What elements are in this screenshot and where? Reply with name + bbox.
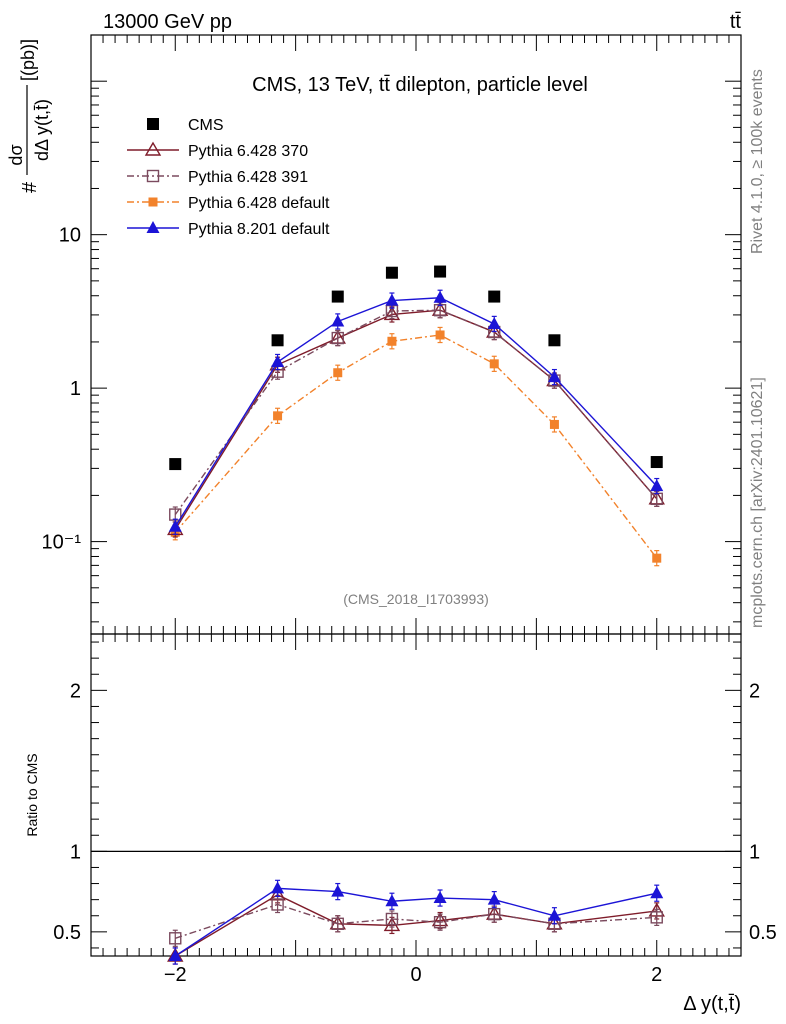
series-pythia-8-201-default: [168, 289, 664, 535]
data-point: [168, 519, 182, 532]
series-line: [174, 309, 658, 530]
ratio-point: [331, 917, 344, 930]
ratio-point: [331, 884, 345, 897]
data-point: [548, 334, 561, 347]
data-point: [547, 370, 561, 383]
x-tick-label: 0: [410, 964, 421, 986]
legend-item: CMS: [147, 117, 224, 134]
legend-label: Pythia 6.428 default: [188, 195, 330, 212]
ratio-point: [650, 911, 663, 924]
data-point: [434, 265, 447, 278]
ratio-y-tick-label: 2: [70, 680, 81, 702]
data-point: [385, 293, 399, 306]
data-point: [433, 290, 447, 303]
ratio-plot-frame: [90, 633, 742, 957]
ratio-line: [174, 887, 657, 957]
x-tick-label: 2: [651, 964, 662, 986]
legend-label: Pythia 6.428 370: [188, 143, 308, 160]
data-point: [271, 355, 285, 368]
ratio-line: [175, 903, 657, 939]
data-point: [169, 458, 182, 471]
y-label-unit: [(pb)]: [18, 39, 38, 81]
y-tick-label: 10⁻¹: [42, 532, 82, 554]
data-point: [333, 368, 343, 378]
analysis-id: (CMS_2018_I1703993): [343, 591, 489, 607]
rivet-label: Rivet 4.1.0, ≥ 100k events: [749, 69, 766, 254]
energy-label: 13000 GeV pp: [103, 11, 232, 33]
chart-title: CMS, 13 TeV, tt̄ dilepton, particle leve…: [252, 74, 588, 96]
ratio-point: [168, 949, 182, 961]
data-point: [549, 419, 559, 429]
legend-item: Pythia 8.201 default: [127, 221, 330, 238]
ratio-series-pythia-6-428-391: [169, 895, 663, 947]
main-y-axis-label: # dσ dΔ y(t,t̄) [(pb)]: [6, 39, 52, 193]
ratio-point: [169, 932, 182, 945]
legend-marker: [146, 221, 160, 233]
legend-marker: [147, 118, 159, 130]
legend-item: Pythia 6.428 default: [127, 195, 330, 212]
ratio-y-tick-label: 1: [70, 841, 81, 863]
legend-item: Pythia 6.428 370: [127, 141, 308, 160]
y-tick-label: 10: [59, 225, 81, 247]
legend-label: Pythia 8.201 default: [188, 221, 330, 238]
ratio-point: [385, 912, 399, 926]
data-point: [650, 456, 663, 469]
data-point: [273, 411, 283, 421]
ratio-y-tick-label-right: 1: [749, 841, 760, 863]
data-point: [435, 330, 445, 340]
main-series-layer: [167, 265, 665, 567]
legend-label: Pythia 6.428 391: [188, 169, 308, 186]
data-point: [489, 359, 499, 369]
legend-label: CMS: [188, 117, 224, 134]
ratio-y-axis-label: Ratio to CMS: [24, 753, 40, 836]
x-tick-label: −2: [164, 964, 187, 986]
x-axis-label: Δ y(t,t̄): [683, 993, 741, 1015]
data-point: [487, 316, 501, 329]
ratio-point: [488, 907, 501, 921]
ratio-y-tick-label: 0.5: [53, 922, 81, 944]
main-axis-ticks: 10⁻¹ 1 10: [42, 34, 741, 634]
data-point: [650, 479, 664, 492]
data-point: [331, 331, 344, 345]
ratio-series-pythia-8-201-default: [168, 879, 664, 965]
ratio-point: [433, 891, 447, 904]
y-label-numerator: dσ: [6, 144, 26, 165]
ratio-point: [385, 894, 399, 907]
ratio-point: [547, 908, 561, 921]
legend-item: Pythia 6.428 391: [127, 169, 308, 186]
legend-marker: [146, 169, 160, 183]
series-line: [174, 334, 658, 559]
data-point: [387, 336, 397, 346]
data-point: [652, 553, 662, 563]
legend: CMS Pythia 6.428 370 Pythia 6.428 391 Pythi…: [127, 117, 330, 238]
data-point: [385, 266, 398, 279]
y-label-denominator: dΔ y(t,t̄): [32, 99, 52, 161]
legend-marker: [144, 141, 162, 156]
ratio-point: [433, 915, 447, 929]
ratio-y-tick-label-right: 0.5: [749, 922, 777, 944]
ratio-point: [650, 886, 664, 899]
data-point: [331, 290, 344, 303]
ratio-y-tick-label-right: 2: [749, 680, 760, 702]
series-line: [174, 309, 658, 515]
legend-marker: [148, 197, 158, 207]
ratio-series-layer: [167, 879, 665, 965]
ratio-axis-ticks: 0.5 0.5 1 1 2 2 −2 0 2: [53, 634, 777, 986]
source-label: mcplots.cern.ch [arXiv:2401.10621]: [749, 377, 766, 628]
ratio-point: [487, 892, 501, 905]
series-pythia-6-428-default: [170, 326, 662, 567]
y-tick-label: 1: [70, 378, 81, 400]
series-line: [174, 297, 658, 528]
data-point: [331, 314, 345, 327]
process-label: tt̄: [730, 11, 742, 33]
y-label-prefix: #: [19, 181, 41, 193]
data-point: [488, 290, 501, 303]
data-point: [271, 334, 284, 347]
series-cms: [169, 265, 663, 471]
ratio-point: [271, 898, 284, 911]
ratio-point: [271, 881, 285, 894]
